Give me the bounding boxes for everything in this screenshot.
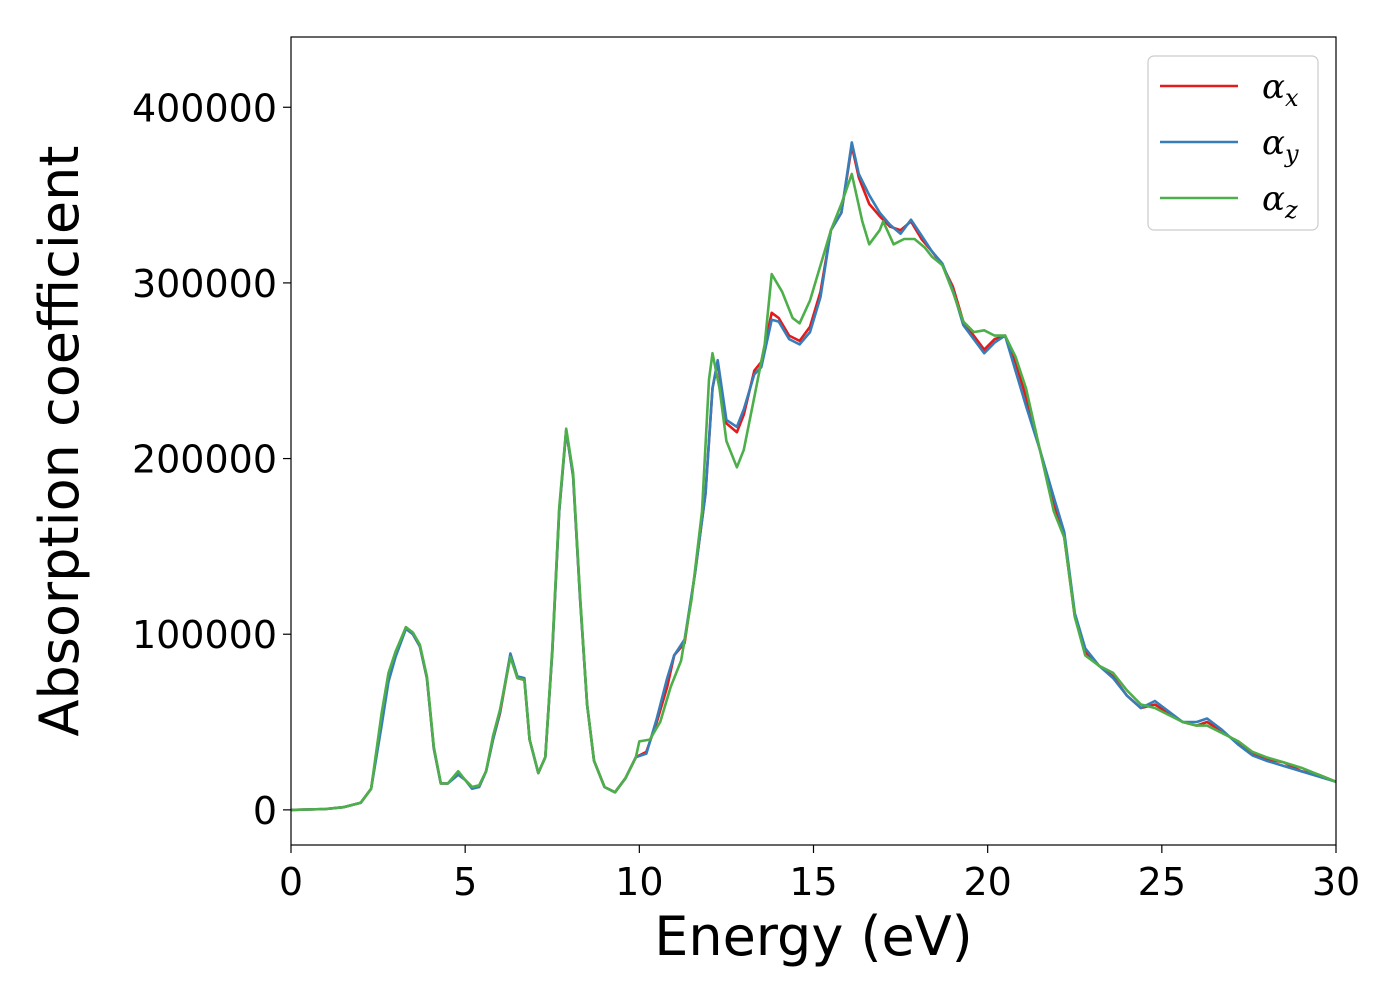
y-tick-label: 300000 bbox=[132, 262, 277, 306]
x-tick-label: 15 bbox=[789, 860, 837, 904]
x-tick-label: 30 bbox=[1312, 860, 1360, 904]
series-line-x bbox=[291, 144, 1336, 812]
x-tick-label: 5 bbox=[453, 860, 477, 904]
y-tick-label: 0 bbox=[253, 789, 277, 833]
series-line-y bbox=[291, 141, 1336, 812]
series-layer bbox=[291, 141, 1336, 812]
y-axis-label: Absorption coefficient bbox=[28, 146, 91, 737]
legend-entry-y: αy bbox=[1262, 123, 1299, 168]
legend-entry-x: αx bbox=[1262, 67, 1299, 112]
x-tick-label: 10 bbox=[615, 860, 663, 904]
ticks-layer: 0 5 10 15 20 25 30 0 100000 200000 300000 400000 bbox=[132, 86, 1360, 904]
x-tick-label: 20 bbox=[963, 860, 1011, 904]
x-tick-label: 25 bbox=[1138, 860, 1186, 904]
x-tick-label: 0 bbox=[279, 860, 303, 904]
legend-entry-z: αz bbox=[1262, 179, 1298, 224]
y-tick-label: 100000 bbox=[132, 613, 277, 657]
legend: αx αy αz bbox=[1147, 55, 1319, 231]
x-axis-label: Energy (eV) bbox=[654, 905, 973, 968]
y-tick-label: 200000 bbox=[132, 438, 277, 482]
series-line-z bbox=[291, 172, 1336, 812]
y-tick-label: 400000 bbox=[132, 86, 277, 130]
